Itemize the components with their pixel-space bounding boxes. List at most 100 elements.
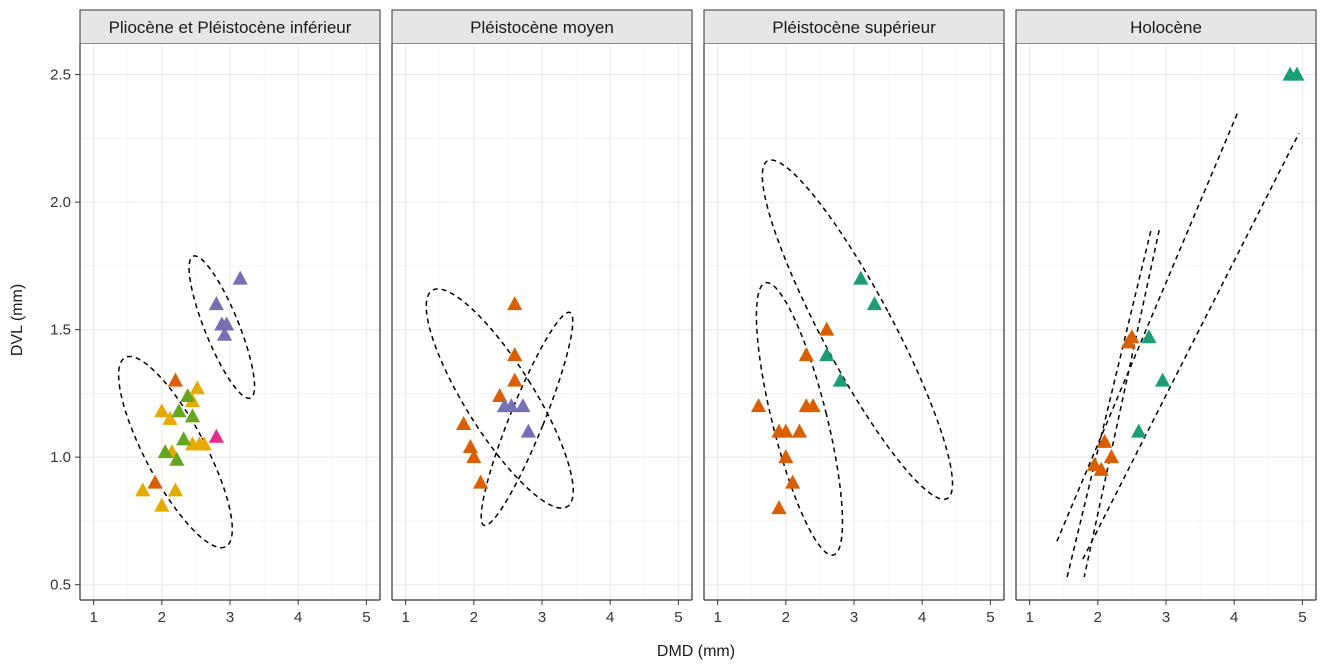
data-point-triangle bbox=[1124, 329, 1140, 344]
data-point-triangle bbox=[135, 482, 151, 497]
data-point-triangle bbox=[771, 500, 787, 515]
x-tick-label: 1 bbox=[713, 609, 721, 626]
x-tick-label: 2 bbox=[1094, 609, 1102, 626]
data-point-triangle bbox=[791, 423, 808, 438]
data-point-triangle bbox=[785, 474, 801, 489]
data-point-triangle bbox=[1141, 329, 1157, 344]
facet-title: Pliocène et Pléistocène inférieur bbox=[109, 18, 352, 37]
data-point-triangle bbox=[1154, 372, 1171, 387]
data-point-triangle bbox=[154, 497, 170, 512]
data-point-triangle bbox=[853, 270, 869, 285]
facet-strip bbox=[703, 9, 1005, 45]
panel-content bbox=[117, 255, 256, 549]
data-point-triangle bbox=[189, 380, 205, 395]
data-point-triangle bbox=[232, 270, 248, 285]
data-point-triangle bbox=[507, 296, 523, 311]
data-point-triangle bbox=[1289, 66, 1305, 81]
confidence-ellipse bbox=[117, 355, 234, 549]
data-point-triangle bbox=[208, 296, 224, 311]
data-point-triangle bbox=[503, 398, 519, 413]
facet-title: Pléistocène moyen bbox=[470, 18, 614, 37]
x-tick-label: 4 bbox=[294, 609, 302, 626]
data-point-triangle bbox=[216, 326, 233, 341]
gridlines bbox=[1016, 44, 1316, 600]
data-point-triangle bbox=[147, 474, 163, 489]
data-point-triangle bbox=[162, 410, 178, 425]
confidence-ellipse bbox=[425, 288, 574, 509]
gridlines bbox=[392, 44, 692, 600]
data-point-triangle bbox=[819, 321, 835, 336]
x-axis-title: DMD (mm) bbox=[657, 643, 735, 660]
data-point-triangle bbox=[819, 347, 835, 362]
x-tick-label: 2 bbox=[782, 609, 790, 626]
data-point-triangle bbox=[750, 398, 767, 413]
x-tick-label: 5 bbox=[362, 609, 370, 626]
data-point-triangle bbox=[1131, 423, 1147, 438]
facet-panel: Pléistocène supérieur 1 2 3 4 5 bbox=[703, 9, 1005, 626]
y-tick-label: 2.0 bbox=[50, 194, 71, 211]
data-point-triangle bbox=[507, 347, 523, 362]
x-tick-label: 4 bbox=[606, 609, 614, 626]
facet-strip bbox=[1015, 9, 1317, 45]
data-point-triangle bbox=[169, 451, 185, 466]
data-point-triangle bbox=[520, 423, 536, 438]
facet-panel: Holocène 1 2 3 4 5 bbox=[1015, 9, 1317, 626]
x-tick-label: 2 bbox=[158, 609, 166, 626]
data-point-triangle bbox=[1086, 456, 1103, 471]
confidence-ellipse bbox=[480, 311, 574, 527]
data-point-triangle bbox=[507, 372, 523, 387]
confidence-line bbox=[1056, 112, 1239, 542]
data-point-triangle bbox=[218, 316, 235, 331]
panel-content bbox=[1056, 66, 1305, 578]
x-tick-label: 4 bbox=[1230, 609, 1238, 626]
y-axis-title: DVL (mm) bbox=[9, 284, 26, 356]
confidence-ellipse bbox=[755, 281, 844, 556]
x-tick-label: 1 bbox=[1025, 609, 1033, 626]
gridlines bbox=[704, 44, 1004, 600]
x-tick-label: 3 bbox=[1162, 609, 1170, 626]
data-point-triangle bbox=[1097, 433, 1113, 448]
data-point-triangle bbox=[798, 347, 814, 362]
data-point-triangle bbox=[1093, 461, 1109, 476]
data-point-triangle bbox=[466, 449, 482, 464]
facet-panel: Pliocène et Pléistocène inférieur 1 2 3 4 5 0.… bbox=[50, 9, 381, 626]
y-tick-label: 1.0 bbox=[50, 449, 71, 466]
x-tick-label: 1 bbox=[401, 609, 409, 626]
x-tick-label: 3 bbox=[226, 609, 234, 626]
panel-content bbox=[750, 159, 954, 556]
data-point-triangle bbox=[492, 387, 508, 402]
data-point-triangle bbox=[184, 408, 201, 423]
facet-title: Pléistocène supérieur bbox=[772, 18, 936, 37]
data-point-triangle bbox=[176, 431, 192, 446]
confidence-ellipse bbox=[188, 255, 256, 400]
x-tick-label: 3 bbox=[850, 609, 858, 626]
data-point-triangle bbox=[171, 403, 187, 418]
data-point-triangle bbox=[462, 438, 479, 453]
data-point-triangle bbox=[167, 482, 184, 497]
x-tick-label: 5 bbox=[986, 609, 994, 626]
x-tick-label: 5 bbox=[674, 609, 682, 626]
facet-panel: Pléistocène moyen 1 2 3 4 5 bbox=[391, 9, 693, 626]
panel-content bbox=[425, 288, 574, 527]
x-tick-label: 3 bbox=[538, 609, 546, 626]
facet-strip bbox=[79, 9, 381, 45]
confidence-line bbox=[1082, 132, 1300, 560]
data-point-triangle bbox=[473, 474, 489, 489]
data-point-triangle bbox=[180, 387, 196, 402]
x-tick-label: 4 bbox=[918, 609, 926, 626]
data-point-triangle bbox=[196, 436, 212, 451]
data-point-triangle bbox=[1103, 449, 1120, 464]
y-tick-label: 1.5 bbox=[50, 322, 71, 339]
data-point-triangle bbox=[832, 372, 848, 387]
x-tick-label: 5 bbox=[1298, 609, 1306, 626]
y-tick-label: 0.5 bbox=[50, 577, 71, 594]
confidence-ellipse bbox=[761, 159, 954, 501]
data-point-triangle bbox=[157, 444, 173, 459]
x-tick-label: 2 bbox=[470, 609, 478, 626]
data-point-triangle bbox=[455, 416, 472, 431]
data-point-triangle bbox=[805, 398, 821, 413]
data-point-triangle bbox=[167, 372, 184, 387]
data-point-triangle bbox=[515, 398, 531, 413]
data-point-triangle bbox=[208, 428, 224, 443]
